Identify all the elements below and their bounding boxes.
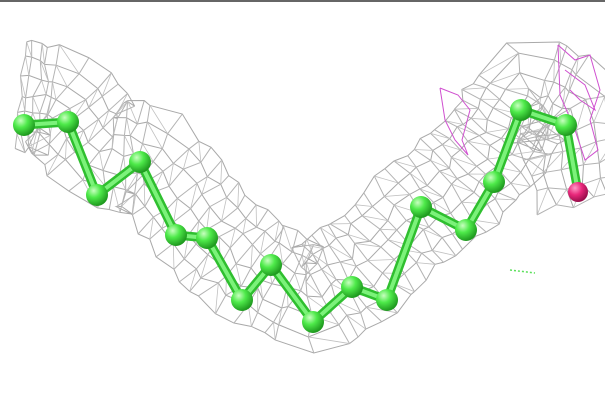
atom [302,311,324,333]
atom [510,99,532,121]
atom [555,114,577,136]
atom [568,182,588,202]
atom [13,114,35,136]
atom [483,171,505,193]
atom [410,196,432,218]
atom [57,111,79,133]
molecule-view [0,0,605,403]
atom [231,289,253,311]
atom [341,276,363,298]
atom [196,227,218,249]
atom [129,151,151,173]
atom [455,219,477,241]
atom [376,289,398,311]
atom [86,184,108,206]
page: (() => { const data = JSON.parse(documen… [0,0,605,403]
atom [260,254,282,276]
atom [165,224,187,246]
